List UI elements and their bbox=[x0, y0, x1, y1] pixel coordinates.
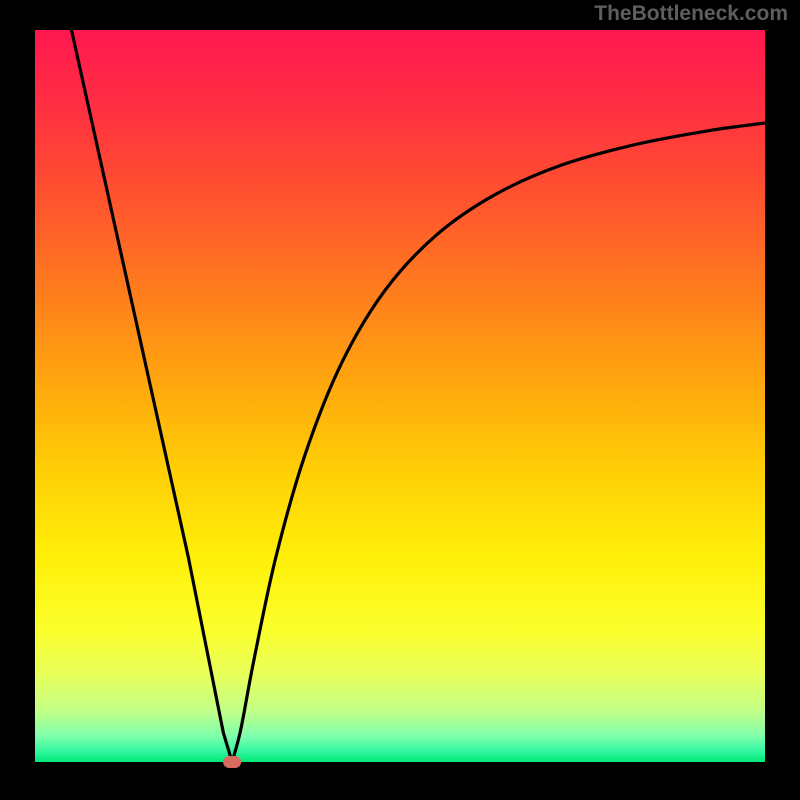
chart-stage: TheBottleneck.com bbox=[0, 0, 800, 800]
bottleneck-chart-svg bbox=[0, 0, 800, 800]
minimum-marker bbox=[223, 756, 241, 768]
watermark-text: TheBottleneck.com bbox=[594, 2, 788, 26]
